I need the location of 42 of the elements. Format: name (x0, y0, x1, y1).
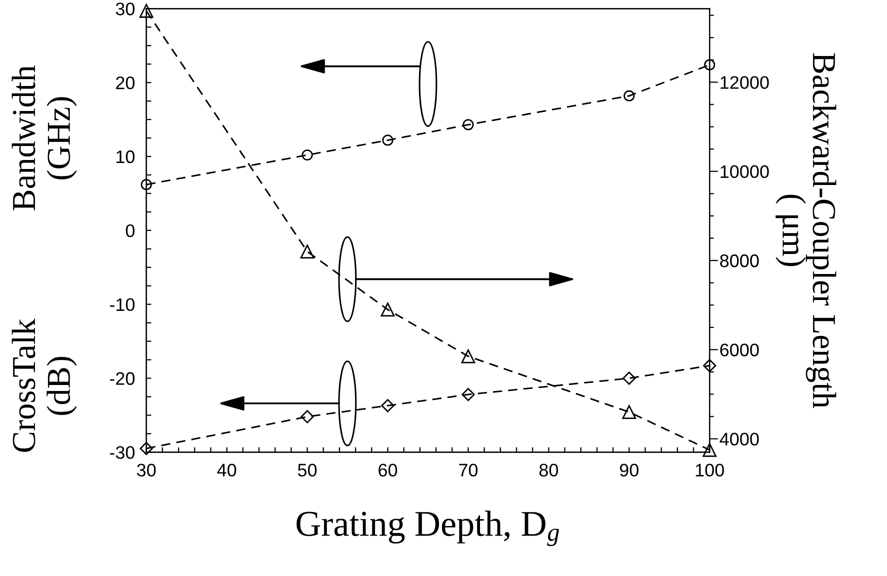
y-tick-label: -30 (110, 446, 135, 459)
point (462, 388, 475, 402)
point (140, 442, 153, 456)
y-tick-label: 0 (126, 224, 135, 238)
point (382, 134, 394, 146)
point (704, 59, 716, 70)
point (300, 244, 314, 259)
point (381, 399, 394, 412)
y-tick-label: -20 (110, 372, 135, 385)
y-tick-label: 10 (116, 150, 135, 164)
y2-tick-label: 10000 (720, 165, 769, 178)
point (140, 179, 152, 190)
x-tick-label: 40 (217, 464, 236, 477)
y2-tick-label: 6000 (720, 344, 759, 356)
point (703, 359, 716, 372)
x-tick-label: 50 (298, 464, 317, 477)
x-tick-label: 70 (459, 464, 478, 477)
x-tick-label: 100 (696, 464, 724, 477)
y-tick-label: 30 (116, 2, 135, 16)
y-axis-title: CrossTalk (dB) (12, 318, 77, 452)
y2-tick-label: 8000 (720, 254, 759, 268)
x-axis-title: Grating Depth, D$_{g}$ (296, 510, 559, 546)
y2-axis-title: Backward-Coupler Length ( μm) (776, 53, 836, 408)
y2-tick-label: 12000 (720, 76, 769, 89)
y2-tick-label: 4000 (720, 432, 759, 446)
point (622, 372, 636, 385)
x-tick-label: 30 (137, 464, 156, 477)
x-tick-label: 90 (620, 464, 638, 477)
x-tick-label: 80 (539, 464, 558, 477)
point (300, 410, 314, 424)
point (702, 442, 717, 457)
point (624, 90, 635, 102)
y-tick-label: 20 (116, 76, 135, 90)
point (622, 405, 636, 419)
point (302, 149, 313, 161)
y-tick-label: -10 (110, 298, 135, 312)
point (461, 349, 476, 364)
point (462, 119, 474, 130)
text: Bandwidth (GHz) (12, 66, 77, 210)
x-tick-label: 60 (378, 464, 398, 477)
point (139, 4, 154, 18)
point (380, 302, 395, 316)
